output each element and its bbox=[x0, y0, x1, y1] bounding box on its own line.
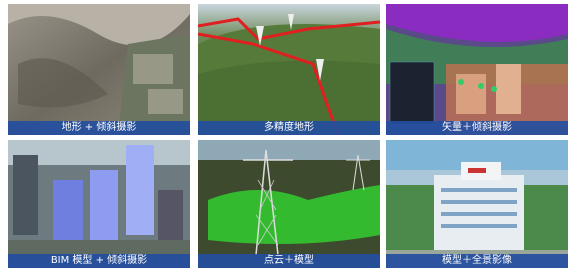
terrain-image bbox=[198, 4, 380, 135]
tile: BIM 模型 + 倾斜摄影 bbox=[8, 140, 190, 268]
caption: 多精度地形 bbox=[198, 121, 380, 135]
caption: 点云＋模型 bbox=[198, 254, 380, 268]
caption: 矢量＋倾斜摄影 bbox=[386, 121, 568, 135]
tile: 多精度地形 bbox=[198, 4, 380, 135]
bim-image bbox=[8, 140, 190, 268]
caption: BIM 模型 + 倾斜摄影 bbox=[8, 254, 190, 268]
tile: 矢量＋倾斜摄影 bbox=[386, 4, 568, 135]
tile: 模型＋全景影像 bbox=[386, 140, 568, 268]
vector-image bbox=[386, 4, 568, 135]
tile: 地形 + 倾斜摄影 bbox=[8, 4, 190, 135]
image-grid: 地形 + 倾斜摄影 多精度地形 矢量＋倾斜摄影 bbox=[0, 0, 570, 268]
caption: 模型＋全景影像 bbox=[386, 254, 568, 268]
tile: 点云＋模型 bbox=[198, 140, 380, 268]
pointcloud-image bbox=[198, 140, 380, 268]
panorama-image bbox=[386, 140, 568, 268]
terrain-image bbox=[8, 4, 190, 135]
caption: 地形 + 倾斜摄影 bbox=[8, 121, 190, 135]
